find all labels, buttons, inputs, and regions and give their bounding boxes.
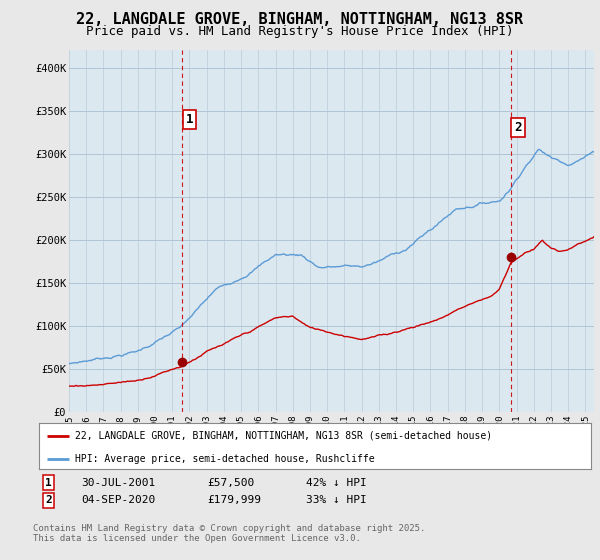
Text: £179,999: £179,999 [207, 495, 261, 505]
Text: 22, LANGDALE GROVE, BINGHAM, NOTTINGHAM, NG13 8SR (semi-detached house): 22, LANGDALE GROVE, BINGHAM, NOTTINGHAM,… [75, 431, 492, 441]
Text: 04-SEP-2020: 04-SEP-2020 [81, 495, 155, 505]
Text: 2: 2 [514, 122, 522, 134]
Text: 1: 1 [186, 113, 193, 125]
Text: 42% ↓ HPI: 42% ↓ HPI [306, 478, 367, 488]
Text: 22, LANGDALE GROVE, BINGHAM, NOTTINGHAM, NG13 8SR: 22, LANGDALE GROVE, BINGHAM, NOTTINGHAM,… [76, 12, 524, 27]
Text: HPI: Average price, semi-detached house, Rushcliffe: HPI: Average price, semi-detached house,… [75, 454, 374, 464]
Text: Contains HM Land Registry data © Crown copyright and database right 2025.
This d: Contains HM Land Registry data © Crown c… [33, 524, 425, 543]
Text: 30-JUL-2001: 30-JUL-2001 [81, 478, 155, 488]
Text: Price paid vs. HM Land Registry's House Price Index (HPI): Price paid vs. HM Land Registry's House … [86, 25, 514, 38]
Text: £57,500: £57,500 [207, 478, 254, 488]
Text: 33% ↓ HPI: 33% ↓ HPI [306, 495, 367, 505]
Text: 2: 2 [45, 495, 52, 505]
Text: 1: 1 [45, 478, 52, 488]
